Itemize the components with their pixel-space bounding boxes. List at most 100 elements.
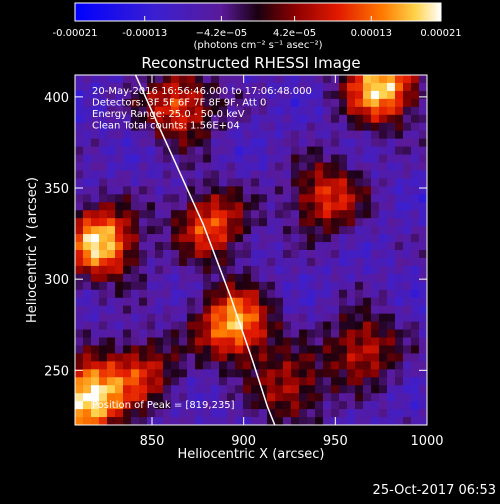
heatmap-cell <box>419 417 427 425</box>
heatmap-cell <box>299 162 308 172</box>
heatmap-cell <box>115 361 124 370</box>
heatmap-cell <box>355 257 364 267</box>
heatmap-cell <box>371 202 380 211</box>
heatmap-cell <box>331 297 340 307</box>
heatmap-cell <box>379 353 388 362</box>
heatmap-cell <box>331 106 340 116</box>
heatmap-cell <box>107 178 116 187</box>
heatmap-cell <box>363 353 372 362</box>
heatmap-cell <box>315 138 324 148</box>
heatmap-cell <box>243 329 252 339</box>
heatmap-cell <box>147 75 156 84</box>
heatmap-cell <box>219 353 228 362</box>
heatmap-cell <box>363 82 372 92</box>
heatmap-cell <box>163 250 172 259</box>
heatmap-cell <box>91 393 100 402</box>
heatmap-cell <box>251 361 260 370</box>
heatmap-cell <box>283 401 292 410</box>
heatmap-cell <box>171 321 180 331</box>
heatmap-cell <box>411 210 420 219</box>
heatmap-cell <box>251 82 260 92</box>
heatmap-cell <box>171 90 180 100</box>
heatmap-cell <box>371 194 380 203</box>
heatmap-cell <box>259 154 268 164</box>
heatmap-cell <box>331 337 340 347</box>
heatmap-cell <box>251 369 260 378</box>
heatmap-cell <box>291 385 300 394</box>
heatmap-cell <box>267 75 276 84</box>
heatmap-cell <box>331 369 340 378</box>
heatmap-cell <box>331 122 340 132</box>
heatmap-cell <box>403 122 412 132</box>
heatmap-cell <box>211 273 220 283</box>
heatmap-cell <box>419 265 427 275</box>
y-tick-label: 400 <box>44 91 69 106</box>
heatmap-cell <box>347 409 356 418</box>
heatmap-cell <box>91 234 100 243</box>
heatmap-cell <box>355 361 364 370</box>
heatmap-cell <box>131 130 140 140</box>
heatmap-cell <box>99 75 108 84</box>
heatmap-cell <box>387 82 396 92</box>
heatmap-cell <box>107 409 116 418</box>
heatmap-cell <box>243 146 252 156</box>
heatmap-cell <box>267 345 276 354</box>
heatmap-cell <box>99 377 108 386</box>
heatmap-cell <box>211 75 220 84</box>
heatmap-cell <box>227 162 236 172</box>
heatmap-cell <box>195 90 204 100</box>
heatmap-cell <box>251 305 260 315</box>
heatmap-cell <box>339 226 348 235</box>
heatmap-cell <box>179 353 188 362</box>
heatmap-cell <box>387 289 396 299</box>
heatmap-cell <box>355 242 364 251</box>
heatmap-cell <box>211 369 220 378</box>
heatmap-cell <box>283 138 292 148</box>
heatmap-cell <box>331 234 340 243</box>
heatmap-cell <box>139 210 148 219</box>
heatmap-cell <box>99 321 108 331</box>
heatmap-cell <box>387 393 396 402</box>
heatmap-cell <box>387 329 396 339</box>
heatmap-cell <box>331 146 340 156</box>
heatmap-cell <box>371 409 380 418</box>
heatmap-cell <box>75 377 84 386</box>
heatmap-cell <box>323 186 332 195</box>
heatmap-cell <box>291 138 300 148</box>
heatmap-cell <box>211 417 220 425</box>
heatmap-cell <box>235 250 244 259</box>
heatmap-cell <box>419 401 427 410</box>
heatmap-cell <box>419 114 427 124</box>
heatmap-cell <box>147 281 156 291</box>
heatmap-cell <box>195 273 204 283</box>
heatmap-cell <box>227 234 236 243</box>
heatmap-cell <box>219 281 228 291</box>
heatmap-cell <box>203 313 212 323</box>
heatmap-cell <box>291 210 300 219</box>
heatmap-cell <box>123 194 132 203</box>
heatmap-cell <box>219 409 228 418</box>
heatmap-cell <box>235 361 244 370</box>
heatmap-cell <box>235 90 244 100</box>
heatmap-cell <box>243 409 252 418</box>
heatmap-cell <box>211 401 220 410</box>
heatmap-cell <box>227 90 236 100</box>
heatmap-cell <box>99 409 108 418</box>
heatmap-cell <box>107 265 116 275</box>
heatmap-cell <box>195 226 204 235</box>
heatmap-cell <box>155 82 164 92</box>
heatmap-cell <box>347 130 356 140</box>
heatmap-cell <box>195 417 204 425</box>
heatmap-cell <box>131 114 140 124</box>
heatmap-cell <box>171 305 180 315</box>
heatmap-cell <box>91 281 100 291</box>
heatmap-cell <box>315 305 324 315</box>
heatmap-cell <box>187 178 196 187</box>
heatmap-cell <box>267 226 276 235</box>
heatmap-cell <box>163 273 172 283</box>
heatmap-cell <box>267 122 276 132</box>
heatmap-cell <box>395 417 404 425</box>
heatmap-cell <box>123 393 132 402</box>
heatmap-cell <box>411 345 420 354</box>
heatmap-cell <box>211 106 220 116</box>
